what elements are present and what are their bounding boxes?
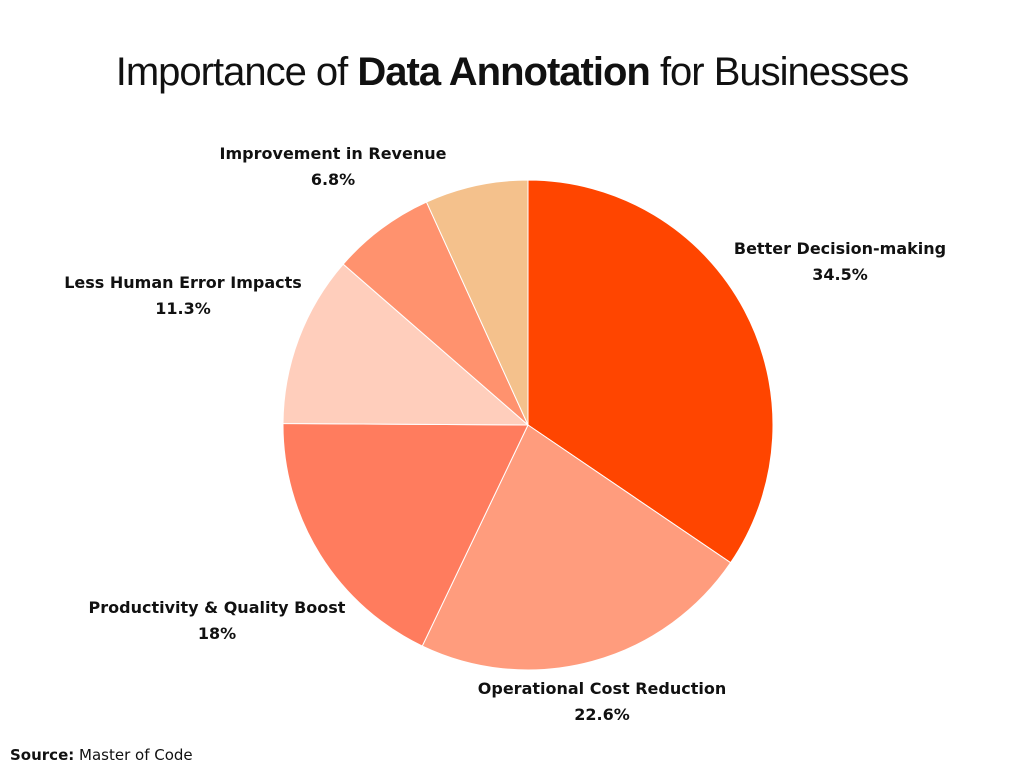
label-productivity-quality-boost: Productivity & Quality Boost 18% xyxy=(89,595,346,647)
pie-slice-0 xyxy=(527,179,774,564)
slice-label-name: Better Decision-making xyxy=(733,239,947,258)
slice-label-name: Less Human Error Impacts xyxy=(64,273,302,292)
slice-label-name: Productivity & Quality Boost xyxy=(88,598,346,617)
pie-slice-1 xyxy=(421,424,732,671)
pie-slice-4 xyxy=(342,201,529,426)
slice-label-value: 11.3% xyxy=(155,299,211,318)
label-operational-cost-reduction: Operational Cost Reduction 22.6% xyxy=(478,676,726,728)
source-note: Source: Master of Code xyxy=(10,745,193,765)
label-less-human-error-impacts: Less Human Error Impacts 11.3% xyxy=(64,270,302,322)
slice-label-value: 6.8% xyxy=(310,170,356,189)
pie-slice-2 xyxy=(282,422,529,647)
label-better-decision-making: Better Decision-making 34.5% xyxy=(734,236,946,288)
chart-title: Importance of Data Annotation for Busine… xyxy=(0,44,1024,100)
slice-label-name: Operational Cost Reduction xyxy=(477,679,727,698)
source-label: Source: xyxy=(10,746,75,764)
title-emphasis: Data Annotation xyxy=(357,50,650,94)
source-value: Master of Code xyxy=(79,746,193,764)
title-prefix: Importance of xyxy=(115,50,349,94)
label-improvement-in-revenue: Improvement in Revenue 6.8% xyxy=(220,141,447,193)
pie-slice-5 xyxy=(425,179,529,426)
slice-label-value: 18% xyxy=(197,624,237,643)
slice-label-value: 22.6% xyxy=(574,705,630,724)
pie-slice-3 xyxy=(282,263,530,426)
slice-label-value: 34.5% xyxy=(812,265,868,284)
title-suffix: for Businesses xyxy=(659,50,909,94)
slice-label-name: Improvement in Revenue xyxy=(219,144,447,163)
